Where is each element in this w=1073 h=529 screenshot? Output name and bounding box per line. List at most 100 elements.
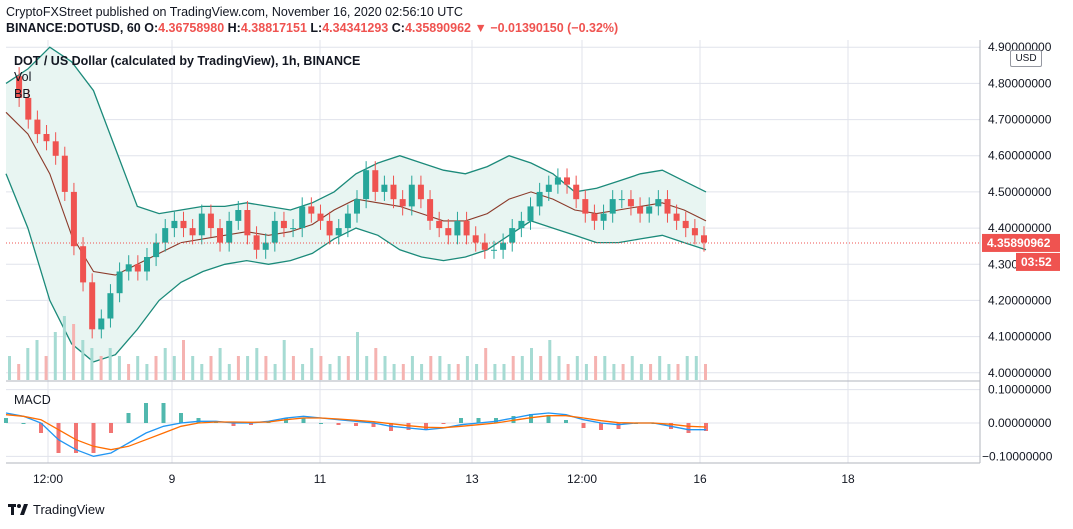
low-label: L: [310, 21, 323, 35]
volume-bar [282, 340, 286, 380]
candle [262, 242, 269, 250]
volume-bar [365, 356, 369, 380]
volume-bar [72, 324, 76, 380]
tradingview-brand: TradingView [33, 502, 105, 517]
macd-histogram-bar [249, 423, 253, 425]
macd-histogram-bar [371, 423, 376, 427]
macd-tick-label: −0.10000000 [982, 449, 1053, 463]
volume-bar [374, 348, 378, 380]
vol-legend: Vol [14, 70, 32, 84]
macd-histogram-bar [196, 418, 201, 423]
volume-bar [99, 356, 103, 380]
candle [655, 199, 662, 207]
candle [198, 213, 205, 236]
time-tick-label: 11 [314, 472, 327, 486]
price-tick-label: 4.80000000 [988, 76, 1052, 90]
volume-bar [447, 364, 451, 380]
candle [399, 199, 406, 207]
volume-bar [392, 364, 396, 380]
candle [427, 199, 434, 221]
candle [573, 184, 580, 200]
macd-histogram-bar [459, 418, 463, 423]
macd-histogram-bar [581, 423, 586, 428]
candle [564, 177, 570, 185]
price-tick-label: 4.10000000 [988, 330, 1052, 344]
candle [116, 271, 123, 294]
currency-button[interactable]: USD [1010, 50, 1042, 67]
volume-bar [301, 364, 305, 380]
candle [500, 242, 507, 250]
chart-title: DOT / US Dollar (calculated by TradingVi… [14, 54, 361, 68]
candle [326, 220, 333, 236]
candle [271, 220, 278, 243]
bb-upper-line [5, 46, 707, 215]
macd-histogram-bar [686, 423, 691, 433]
volume-bar [117, 356, 121, 380]
macd-histogram-bar [511, 416, 516, 423]
volume-bar [511, 356, 515, 380]
candle [363, 170, 370, 200]
close-value: 4.35890962 [404, 21, 471, 35]
volume-bar [557, 356, 561, 380]
candle [372, 170, 379, 192]
volume-bar [621, 364, 625, 380]
candle [354, 199, 360, 214]
macd-histogram-bar [56, 423, 61, 453]
candle [162, 228, 169, 243]
candle [682, 220, 689, 229]
time-tick-label: 9 [169, 472, 176, 486]
candle [417, 184, 424, 200]
signal-line [5, 414, 707, 451]
countdown-tag [1016, 252, 1060, 271]
time-tick-label: 12:00 [567, 472, 597, 486]
price-tick-label: 4.60000000 [988, 149, 1052, 163]
macd-histogram-bar [406, 423, 411, 430]
candle [144, 257, 150, 272]
candle [472, 235, 479, 243]
volume-bar [475, 364, 479, 380]
volume-bar [200, 364, 204, 380]
last-price-label: 4.35890962 [987, 236, 1051, 250]
volume-bar [273, 364, 277, 380]
candle [16, 76, 23, 98]
candle [235, 210, 242, 221]
volume-bar [108, 348, 112, 380]
macd-histogram-bar [109, 423, 113, 433]
candle [481, 242, 488, 250]
volume-bar [255, 348, 259, 380]
candle [582, 199, 589, 214]
volume-bar [127, 364, 131, 380]
volume-bar [163, 348, 167, 380]
high-label: H: [227, 21, 241, 35]
candle [34, 119, 41, 135]
candle [253, 235, 260, 250]
macd-histogram-bar [74, 423, 78, 453]
volume-bar [667, 364, 671, 380]
volume-bar [548, 340, 552, 380]
macd-histogram-bar [179, 413, 183, 423]
volume-bar [35, 340, 39, 380]
volume-bar [44, 356, 48, 380]
candle [664, 199, 671, 214]
volume-bar [337, 356, 341, 380]
tradingview-logo[interactable]: TradingView [8, 502, 105, 517]
candle [299, 206, 306, 229]
candle [691, 228, 698, 236]
volume-bar [612, 364, 616, 380]
symbol: BINANCE:DOTUSD, 60 [6, 21, 141, 35]
candle [226, 220, 233, 243]
countdown-label: 03:52 [1021, 255, 1052, 269]
volume-bar [420, 364, 424, 380]
candle [591, 213, 598, 221]
candle [308, 206, 315, 214]
candle [244, 210, 251, 236]
macd-histogram-bar [231, 423, 236, 426]
candle [637, 206, 644, 214]
candle [545, 184, 552, 192]
candle [609, 199, 616, 214]
macd-histogram-bar [126, 413, 131, 423]
volume-bar [502, 364, 506, 380]
candle [701, 235, 707, 243]
high-value: 4.38817151 [240, 21, 307, 35]
